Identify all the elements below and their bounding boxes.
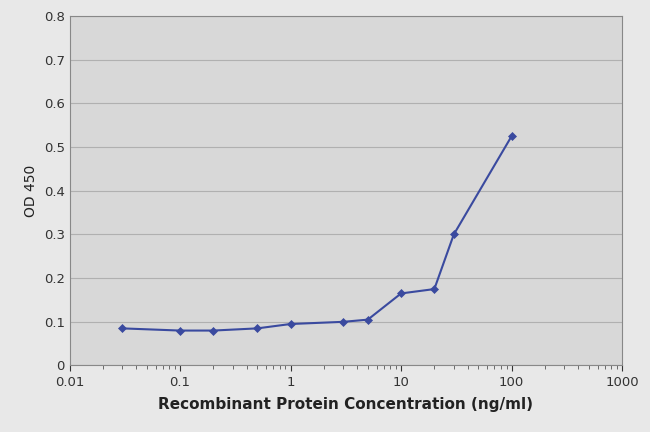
Y-axis label: OD 450: OD 450 xyxy=(24,165,38,217)
X-axis label: Recombinant Protein Concentration (ng/ml): Recombinant Protein Concentration (ng/ml… xyxy=(159,397,533,412)
